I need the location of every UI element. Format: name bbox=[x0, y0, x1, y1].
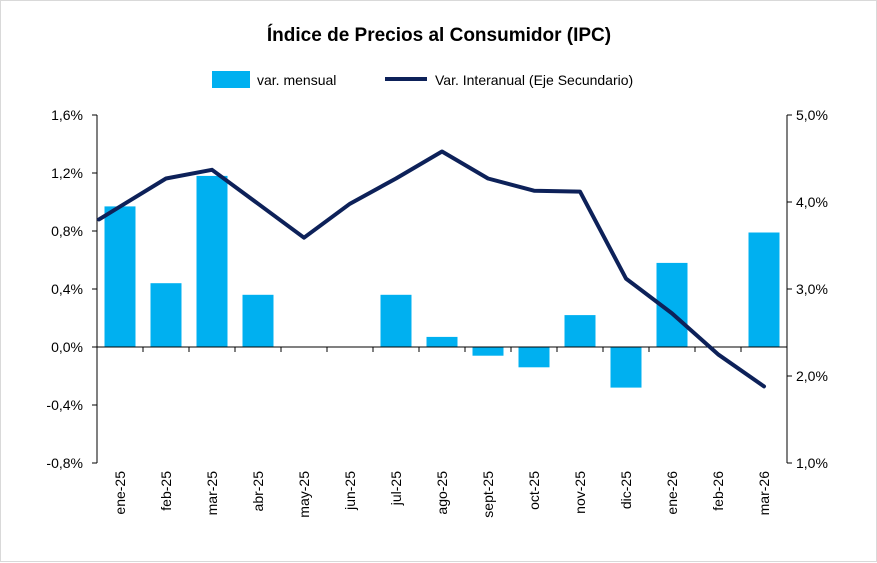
bar-dic-25 bbox=[610, 347, 642, 388]
legend-label-line: Var. Interanual (Eje Secundario) bbox=[435, 72, 633, 88]
x-tick-label: mar-25 bbox=[204, 471, 220, 516]
bar-mar-26 bbox=[748, 232, 780, 347]
legend-label-bar: var. mensual bbox=[257, 72, 336, 88]
y-secondary-tick-label: 2,0% bbox=[796, 368, 828, 384]
legend-swatch-bar bbox=[212, 71, 250, 88]
y-primary-tick-label: 0,0% bbox=[51, 339, 83, 355]
x-tick-label: ene-25 bbox=[112, 471, 128, 515]
bar-nov-25 bbox=[564, 315, 596, 347]
y-secondary-tick-label: 1,0% bbox=[796, 455, 828, 471]
x-tick-label: sept-25 bbox=[480, 471, 496, 518]
y-secondary-tick-label: 3,0% bbox=[796, 281, 828, 297]
bar-ago-25 bbox=[426, 336, 458, 347]
x-tick-label: may-25 bbox=[296, 471, 312, 518]
bar-feb-25 bbox=[150, 283, 182, 347]
x-tick-label: dic-25 bbox=[618, 471, 634, 509]
y-primary-tick-label: 1,6% bbox=[51, 107, 83, 123]
y-primary-tick-label: 0,4% bbox=[51, 281, 83, 297]
x-tick-label: nov-25 bbox=[572, 471, 588, 514]
y-primary-tick-label: 0,8% bbox=[51, 223, 83, 239]
bar-mar-25 bbox=[196, 175, 228, 347]
y-primary-tick-label: -0,8% bbox=[46, 455, 83, 471]
x-tick-label: mar-26 bbox=[756, 471, 772, 516]
x-tick-label: ene-26 bbox=[664, 471, 680, 515]
bar-abr-25 bbox=[242, 294, 274, 347]
x-tick-label: feb-26 bbox=[710, 471, 726, 511]
bar-sept-25 bbox=[472, 347, 504, 356]
y-secondary-tick-label: 4,0% bbox=[796, 194, 828, 210]
y-primary-tick-label: -0,4% bbox=[46, 397, 83, 413]
x-tick-label: oct-25 bbox=[526, 471, 542, 510]
y-secondary-tick-label: 5,0% bbox=[796, 107, 828, 123]
line-series-interanual bbox=[97, 149, 766, 389]
bar-jul-25 bbox=[380, 294, 412, 347]
x-tick-label: ago-25 bbox=[434, 471, 450, 515]
plot-area: -0,8% -0,4% 0,0% 0,4% 0,8% 1,2% 1,6% 1,0% 2,0% 3,… bbox=[46, 107, 828, 518]
chart-title: Índice de Precios al Consumidor (IPC) bbox=[267, 24, 611, 46]
x-tick-label: abr-25 bbox=[250, 471, 266, 512]
y-primary-tick-label: 1,2% bbox=[51, 165, 83, 181]
x-tick-label: jun-25 bbox=[342, 471, 358, 511]
x-tick-label: jul-25 bbox=[388, 471, 404, 506]
x-tick-label: feb-25 bbox=[158, 471, 174, 511]
bar-oct-25 bbox=[518, 347, 550, 368]
bar-ene-25 bbox=[104, 206, 136, 347]
legend: var. mensual Var. Interanual (Eje Secund… bbox=[212, 71, 633, 88]
